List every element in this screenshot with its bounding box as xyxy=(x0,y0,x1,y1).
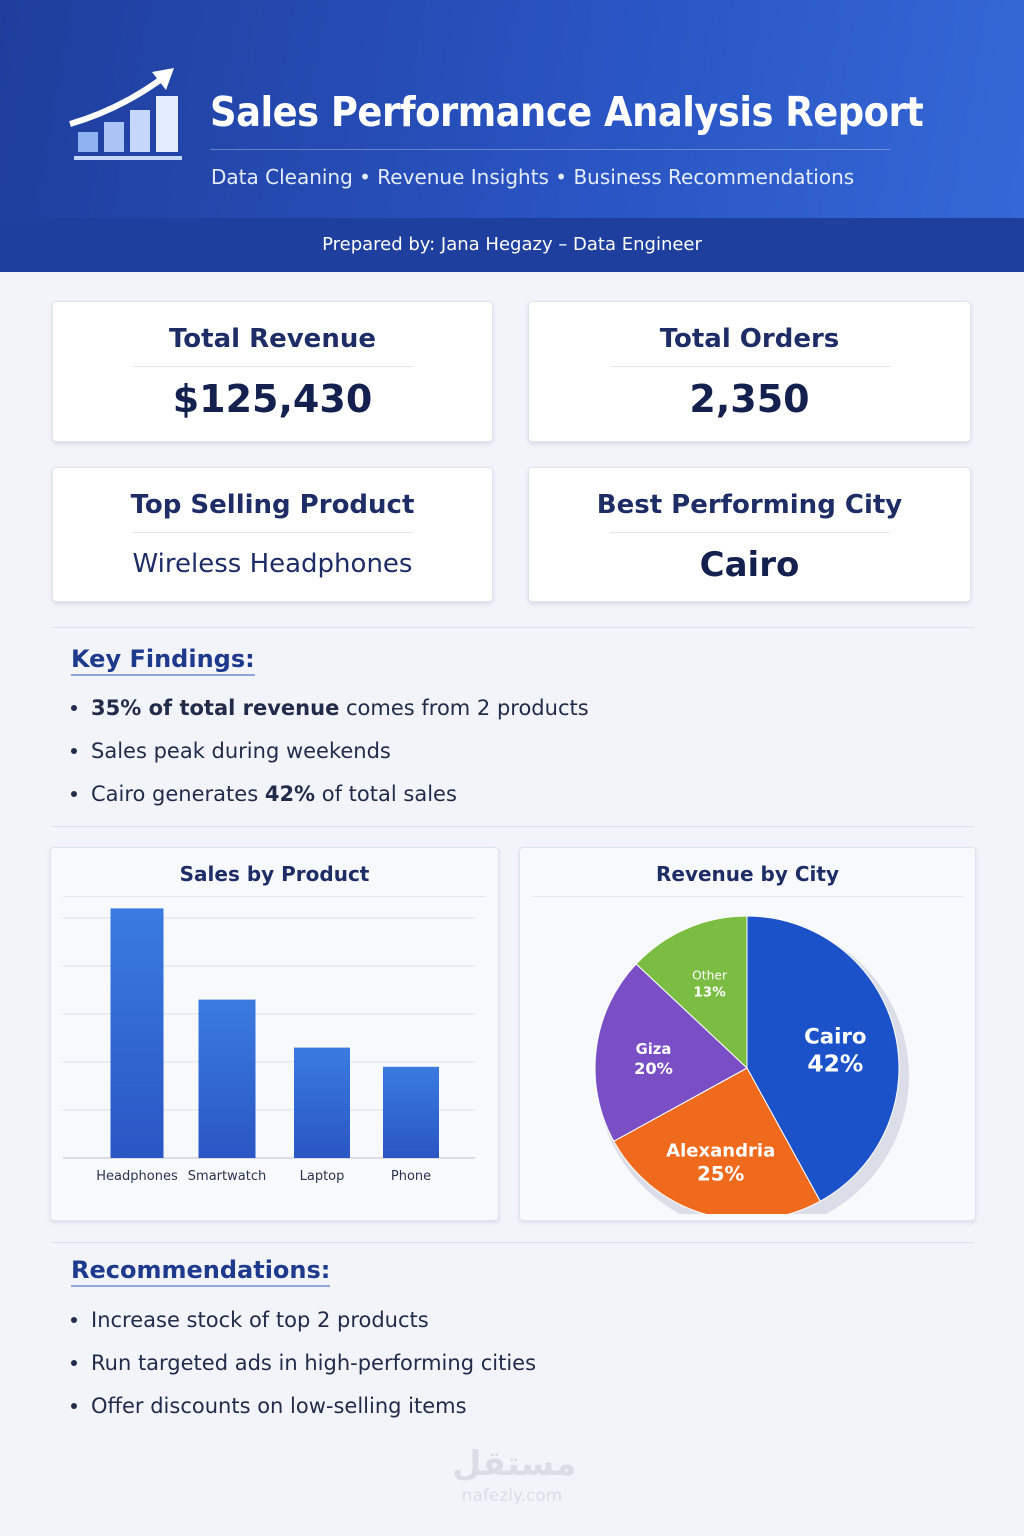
kpi-total-revenue: Total Revenue $125,430 xyxy=(52,301,493,442)
bar-smartwatch xyxy=(198,999,256,1158)
finding-emphasis: 42% xyxy=(264,781,316,806)
prepared-by: Prepared by: Jana Hegazy – Data Engineer xyxy=(0,218,1024,272)
kpi-label: Total Orders xyxy=(659,324,840,354)
kpi-label: Total Revenue xyxy=(169,324,376,354)
report-header: Sales Performance Analysis Report Data C… xyxy=(0,0,1024,218)
x-tick-label: Headphones xyxy=(96,1169,178,1184)
x-tick-label: Laptop xyxy=(300,1169,345,1184)
slice-label: Cairo xyxy=(804,1024,866,1049)
chart-title: Sales by Product xyxy=(179,862,370,886)
watermark-logo: مستقل nafezly.com xyxy=(452,1442,577,1506)
slice-value: 13% xyxy=(693,985,726,1001)
key-findings-title: Key Findings: xyxy=(71,645,255,676)
chart-growth-icon xyxy=(69,68,182,160)
revenue-by-city-panel: Revenue by City Cairo 42% Alexandria 25% Giz… xyxy=(519,847,976,1221)
pie-slice-giza xyxy=(594,963,748,1142)
report-subtitle: Data Cleaning • Revenue Insights • Busin… xyxy=(211,165,855,189)
finding-item: 35% of total revenue comes from 2 produc… xyxy=(71,686,589,729)
kpi-label: Top Selling Product xyxy=(130,490,415,520)
kpi-value: $125,430 xyxy=(172,377,373,421)
bar-phone xyxy=(383,1066,439,1158)
finding-text: Cairo generates xyxy=(91,781,265,806)
report-title: Sales Performance Analysis Report xyxy=(210,88,924,136)
pie-slice-other xyxy=(635,915,748,1070)
kpi-value: Wireless Headphones xyxy=(132,549,413,579)
kpi-best-city: Best Performing City Cairo xyxy=(528,467,971,602)
kpi-top-product: Top Selling Product Wireless Headphones xyxy=(52,467,493,602)
finding-emphasis: 35% of total revenue xyxy=(91,695,340,720)
kpi-total-orders: Total Orders 2,350 xyxy=(528,301,971,442)
x-tick-label: Phone xyxy=(391,1169,431,1184)
recommendation-item: Run targeted ads in high-performing citi… xyxy=(71,1341,536,1384)
pie-slice-cairo xyxy=(746,915,900,1202)
finding-item: Sales peak during weekends xyxy=(71,729,589,772)
watermark-arabic: مستقل xyxy=(452,1444,577,1484)
recommendation-item: Offer discounts on low-selling items xyxy=(71,1384,536,1427)
pie-slice-alexandria xyxy=(613,1067,821,1214)
key-findings-list: 35% of total revenue comes from 2 produc… xyxy=(71,686,589,815)
sales-by-product-panel: Sales by Product Headphones Smartwatch Lap… xyxy=(50,847,499,1221)
slice-label: Alexandria xyxy=(666,1140,775,1161)
recommendation-text: Increase stock of top 2 products xyxy=(91,1307,429,1332)
kpi-label: Best Performing City xyxy=(596,490,903,520)
slice-value: 42% xyxy=(807,1049,863,1077)
recommendation-text: Run targeted ads in high-performing citi… xyxy=(91,1350,537,1375)
x-tick-label: Smartwatch xyxy=(188,1169,266,1184)
slice-label: Giza xyxy=(636,1041,672,1058)
recommendations-list: Increase stock of top 2 products Run tar… xyxy=(71,1298,536,1427)
divider xyxy=(52,1242,974,1243)
chart-title: Revenue by City xyxy=(655,862,840,886)
bar-laptop xyxy=(294,1047,350,1158)
title-divider xyxy=(210,149,890,150)
watermark-text: nafezly.com xyxy=(461,1486,563,1506)
finding-text: comes from 2 products xyxy=(339,695,589,720)
bar-chart: Headphones Smartwatch Laptop Phone xyxy=(63,908,475,1184)
finding-text: Sales peak during weekends xyxy=(91,738,391,763)
kpi-value: Cairo xyxy=(699,545,800,585)
kpi-value: 2,350 xyxy=(689,377,810,421)
finding-text: of total sales xyxy=(315,781,457,806)
slice-value: 25% xyxy=(697,1162,745,1185)
recommendation-item: Increase stock of top 2 products xyxy=(71,1298,536,1341)
bar-headphones xyxy=(110,908,164,1158)
recommendations-title: Recommendations: xyxy=(71,1256,331,1287)
finding-item: Cairo generates 42% of total sales xyxy=(71,772,589,815)
recommendation-text: Offer discounts on low-selling items xyxy=(91,1393,467,1418)
divider xyxy=(52,627,974,628)
slice-label: Other xyxy=(692,969,728,983)
divider xyxy=(52,826,974,827)
slice-value: 20% xyxy=(634,1059,673,1078)
